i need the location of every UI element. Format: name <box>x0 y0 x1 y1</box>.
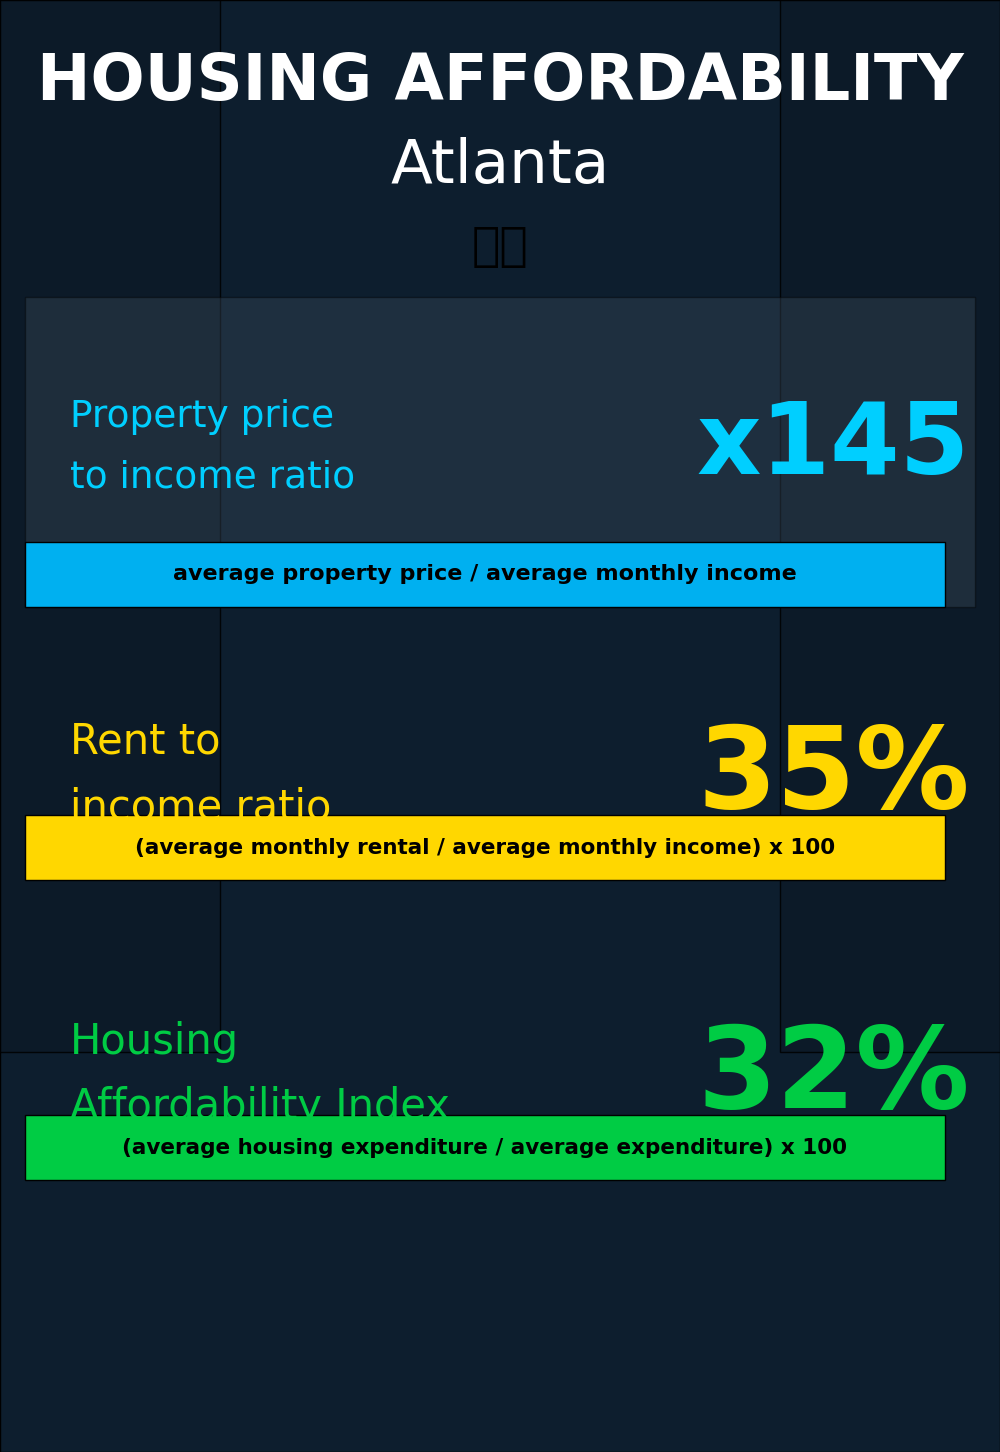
FancyBboxPatch shape <box>25 1115 945 1180</box>
FancyBboxPatch shape <box>25 298 975 607</box>
Text: x145: x145 <box>697 398 970 495</box>
Text: (average housing expenditure / average expenditure) x 100: (average housing expenditure / average e… <box>122 1137 848 1157</box>
FancyBboxPatch shape <box>0 0 220 1053</box>
Text: income ratio: income ratio <box>70 786 331 828</box>
FancyBboxPatch shape <box>25 815 945 880</box>
FancyBboxPatch shape <box>25 542 945 607</box>
Text: Property price: Property price <box>70 399 334 436</box>
Text: (average monthly rental / average monthly income) x 100: (average monthly rental / average monthl… <box>135 838 835 858</box>
Text: HOUSING AFFORDABILITY: HOUSING AFFORDABILITY <box>37 51 963 113</box>
Text: 32%: 32% <box>697 1022 970 1133</box>
Text: Atlanta: Atlanta <box>390 138 610 196</box>
Text: Rent to: Rent to <box>70 722 220 762</box>
Text: Affordability Index: Affordability Index <box>70 1086 450 1128</box>
Text: Housing: Housing <box>70 1021 239 1063</box>
Text: 🇺🇸: 🇺🇸 <box>472 225 528 270</box>
Text: 35%: 35% <box>697 722 970 832</box>
FancyBboxPatch shape <box>780 0 1000 1053</box>
Text: to income ratio: to income ratio <box>70 459 355 495</box>
Text: average property price / average monthly income: average property price / average monthly… <box>173 565 797 585</box>
